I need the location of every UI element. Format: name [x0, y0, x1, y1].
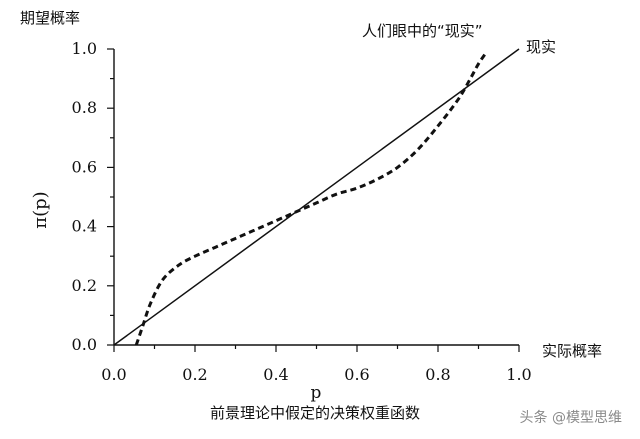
series-line-reality [113, 48, 520, 346]
y-tick-labels: 0.0 0.2 0.4 0.6 0.8 1.0 [72, 39, 97, 354]
x-axis-label: p [311, 383, 322, 403]
x-tick-label: 1.0 [506, 365, 531, 384]
series-line-perceived [134, 51, 488, 346]
y-tick-label: 1.0 [72, 39, 97, 58]
chart-caption: 前景理论中假定的决策权重函数 [210, 404, 420, 422]
x-tick-label: 0.2 [182, 365, 207, 384]
chart-series [113, 48, 520, 346]
y-axis-label: π(p) [30, 191, 51, 228]
y-tick-label: 0.2 [72, 276, 97, 295]
y-tick-label: 0.6 [72, 157, 97, 176]
x-tick-label: 0.4 [263, 365, 288, 384]
x-tick-label: 0.6 [344, 365, 369, 384]
watermark-text: 头条 @模型思维 [520, 409, 622, 426]
y-tick-label: 0.0 [72, 335, 97, 354]
legend-label-perceived: 人们眼中的“现实” [362, 22, 483, 40]
y-tick-label: 0.4 [72, 217, 97, 236]
x-tick-labels: 0.0 0.2 0.4 0.6 0.8 1.0 [101, 365, 531, 384]
x-tick-label: 0.8 [425, 365, 450, 384]
legend-label-reality: 现实 [526, 38, 556, 56]
x-axis-end-label: 实际概率 [542, 342, 602, 360]
x-tick-label: 0.0 [101, 365, 126, 384]
y-axis-top-label: 期望概率 [20, 9, 80, 27]
y-tick-label: 0.8 [72, 98, 97, 117]
tick-marks [107, 48, 520, 352]
